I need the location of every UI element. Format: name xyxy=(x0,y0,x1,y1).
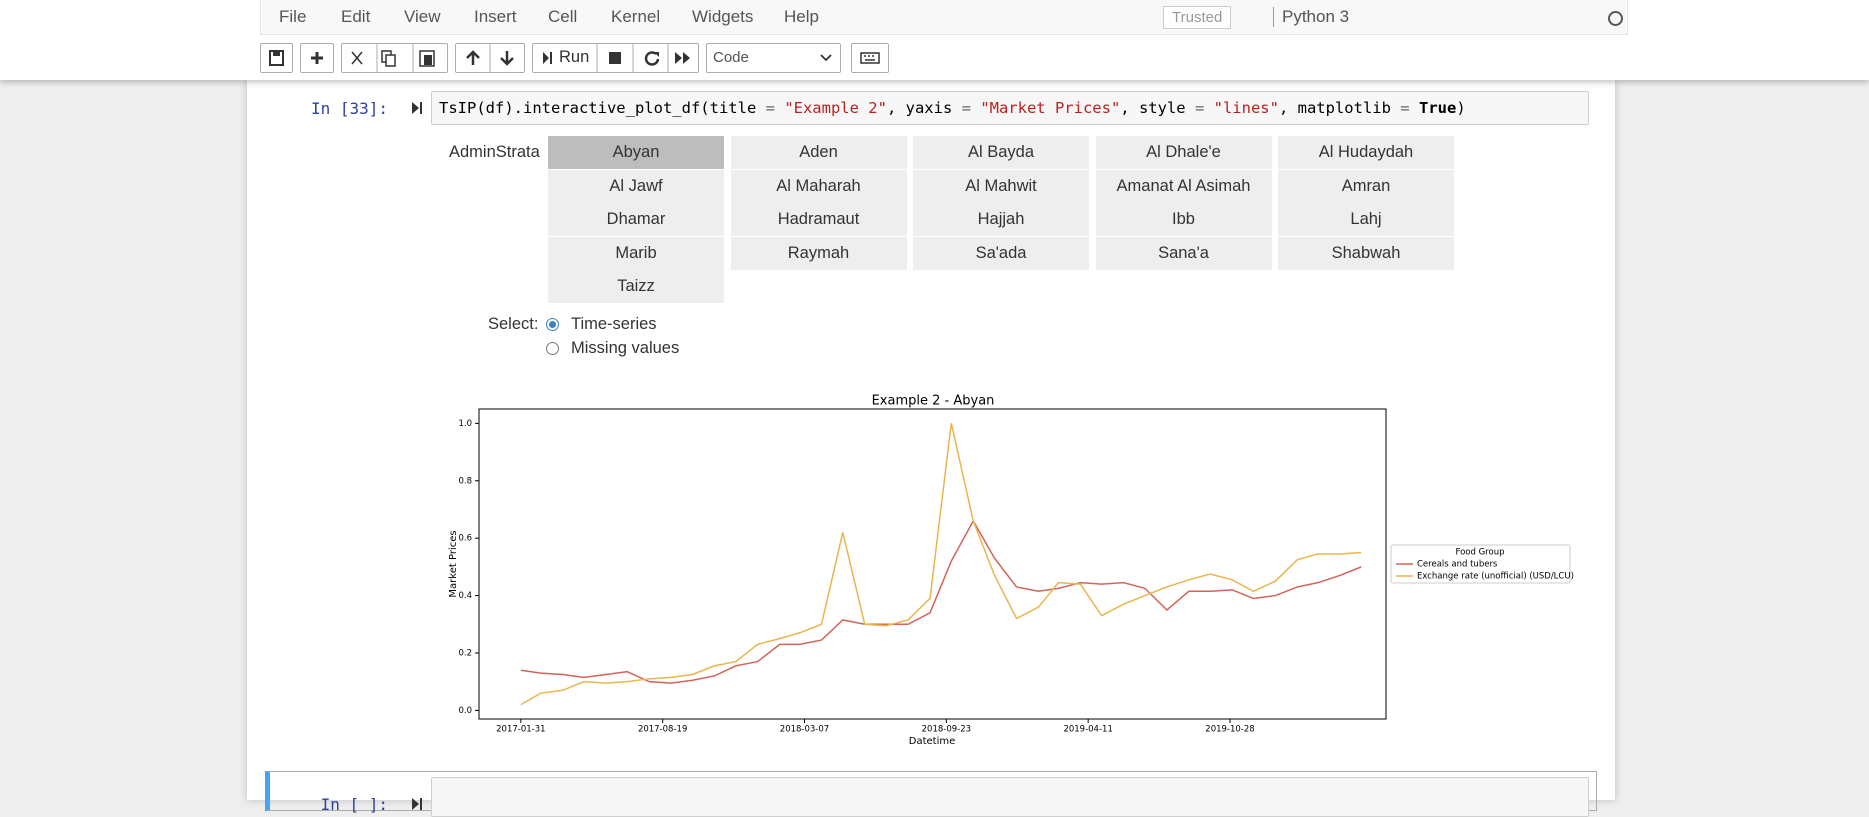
toggle-button[interactable]: Raymah xyxy=(730,236,907,270)
x-tick-label: 2019-10-28 xyxy=(1205,725,1254,735)
legend-label: Exchange rate (unofficial) (USD/LCU) xyxy=(1417,572,1574,582)
move-buttons[interactable] xyxy=(455,43,525,73)
widget-label: AdminStrata xyxy=(449,143,540,161)
toggle-button[interactable]: Marib xyxy=(548,236,724,270)
y-tick-label: 0.8 xyxy=(458,476,472,486)
cell-prompt: In [33]: xyxy=(310,99,388,118)
toggle-button[interactable]: Abyan xyxy=(548,136,724,169)
toggle-button[interactable]: Al Maharah xyxy=(730,169,907,203)
run-label: Run xyxy=(559,48,590,66)
toggle-button[interactable]: Shabwah xyxy=(1278,236,1454,270)
radio-label: Select: xyxy=(488,315,539,333)
run-cell-icon[interactable] xyxy=(411,101,423,115)
toggle-button[interactable]: Al Dhale'e xyxy=(1095,136,1272,169)
run-group[interactable]: Run xyxy=(532,43,699,73)
keyboard-button[interactable] xyxy=(851,43,889,73)
menu-item[interactable]: Insert xyxy=(474,7,517,26)
toggle-button[interactable]: Sa'ada xyxy=(913,236,1089,270)
kernel-status xyxy=(1608,11,1623,26)
menu-item[interactable]: Help xyxy=(784,7,819,26)
legend-label: Cereals and tubers xyxy=(1417,560,1498,570)
save-button[interactable] xyxy=(260,43,293,73)
series-line xyxy=(520,423,1362,706)
code-input[interactable]: TsIP(df).interactive_plot_df(title = "Ex… xyxy=(431,91,1589,125)
cell-type: Code xyxy=(713,49,749,66)
chart-title: Example 2 - Abyan xyxy=(872,394,995,409)
menu-item[interactable]: View xyxy=(404,7,441,26)
x-tick-label: 2018-03-07 xyxy=(780,725,829,735)
toggle-button[interactable]: Al Mahwit xyxy=(913,169,1089,203)
y-tick-label: 0.4 xyxy=(458,591,472,601)
header: File Edit View Insert Cell Kernel Widgets Help … xyxy=(0,0,1869,80)
toggle-button[interactable]: Dhamar xyxy=(548,203,724,236)
toggle-button[interactable]: Ibb xyxy=(1095,203,1272,236)
x-tick-label: 2017-08-19 xyxy=(638,725,687,735)
y-tick-label: 0.2 xyxy=(458,648,472,658)
legend-box xyxy=(1390,544,1571,584)
cut-copy-paste[interactable] xyxy=(341,43,448,73)
radio-dot[interactable] xyxy=(546,342,559,355)
menu-item[interactable]: Widgets xyxy=(692,7,754,26)
legend-title: Food Group xyxy=(1456,548,1505,558)
trusted-indicator[interactable]: Trusted xyxy=(1163,6,1232,29)
y-tick-label: 0.6 xyxy=(458,534,472,544)
x-axis-label: Datetime xyxy=(909,736,956,747)
series-line xyxy=(520,519,1362,684)
plot-area xyxy=(478,408,1387,720)
menu-item[interactable]: Cell xyxy=(548,7,578,26)
toggle-button[interactable]: Hadramaut xyxy=(730,203,907,236)
radio-option[interactable]: Time-series xyxy=(546,315,657,334)
radio-text: Missing values xyxy=(571,339,680,357)
content: In [33]: TsIP(df).interactive_plot_df(tit… xyxy=(265,91,1597,817)
x-tick-label: 2018-09-23 xyxy=(922,725,971,735)
radio-text: Time-series xyxy=(571,315,657,333)
toggle-button[interactable]: Amanat Al Asimah xyxy=(1095,169,1272,203)
kernel-name: Python 3 xyxy=(1273,7,1349,27)
chart: Example 2 - Abyan Datetime Market Prices… xyxy=(448,394,1574,748)
toggle-button[interactable]: Aden xyxy=(730,136,907,169)
y-tick-label: 1.0 xyxy=(458,419,472,429)
toggle-button[interactable]: Hajjah xyxy=(913,203,1089,236)
cell-type-select[interactable]: Code xyxy=(706,43,841,73)
toggle-button[interactable]: Sana'a xyxy=(1095,236,1272,270)
toggle-button[interactable]: Amran xyxy=(1278,169,1454,203)
toggle-button[interactable]: Lahj xyxy=(1278,203,1454,236)
toggle-button[interactable]: Al Jawf xyxy=(548,169,724,203)
toggle-button[interactable]: Al Hudaydah xyxy=(1278,136,1454,169)
x-tick-label: 2019-04-11 xyxy=(1063,725,1112,735)
toggle-button[interactable]: Taizz xyxy=(548,270,724,303)
menu-item[interactable]: File xyxy=(279,7,307,26)
y-axis-label: Market Prices xyxy=(448,530,459,597)
y-tick-label: 0.0 xyxy=(458,706,472,716)
menu-item[interactable]: Kernel xyxy=(611,7,661,26)
menu-item[interactable]: Edit xyxy=(341,7,371,26)
radio-option[interactable]: Missing values xyxy=(546,339,679,358)
toggle-button[interactable]: Al Bayda xyxy=(913,136,1089,169)
insert-button[interactable] xyxy=(300,43,334,73)
radio-dot[interactable] xyxy=(546,318,559,331)
x-tick-label: 2017-01-31 xyxy=(496,725,545,735)
menu-bar: File Edit View Insert Cell Kernel Widgets Help xyxy=(260,0,1628,35)
